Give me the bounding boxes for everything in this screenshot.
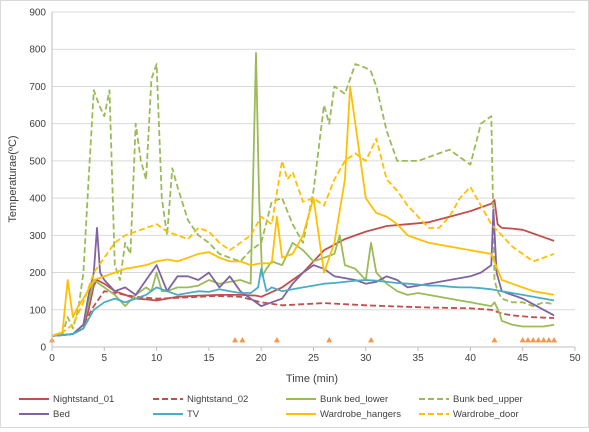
legend-item-nightstand-02: Nightstand_02	[153, 394, 248, 405]
legend-item-wardrobe-door: Wardrobe_door	[419, 409, 519, 420]
legend-item-bunk-bed-lower: Bunk bed_lower	[286, 394, 388, 405]
x-tick-label-10: 10	[151, 353, 163, 364]
y-axis-title: Temperaturae(ºC)	[7, 135, 19, 222]
marker-point-12	[545, 337, 552, 343]
legend-item-nightstand-01: Nightstand_01	[19, 394, 114, 405]
x-tick-label-30: 30	[360, 353, 372, 364]
x-axis-title: Time (min)	[286, 373, 338, 385]
x-tick-label-0: 0	[49, 353, 55, 364]
y-tick-label-400: 400	[29, 194, 46, 205]
x-tick-label-15: 15	[203, 353, 215, 364]
marker-point-5	[368, 337, 375, 343]
legend-label-bunk-bed-upper: Bunk bed_upper	[453, 394, 523, 405]
x-tick-label-25: 25	[308, 353, 320, 364]
y-tick-label-500: 500	[29, 156, 46, 167]
series-line-nightstand-02	[51, 290, 555, 337]
series-line-wardrobe-door	[51, 137, 555, 337]
marker-point-7	[519, 337, 526, 343]
x-tick-label-5: 5	[102, 353, 108, 364]
y-tick-label-900: 900	[29, 8, 46, 19]
x-tick-label-45: 45	[517, 353, 529, 364]
x-tick-label-35: 35	[413, 353, 425, 364]
legend-label-nightstand-01: Nightstand_01	[53, 394, 114, 405]
series-line-wardrobe-hangers	[51, 85, 555, 337]
legend-label-bunk-bed-lower: Bunk bed_lower	[320, 394, 388, 405]
y-tick-label-200: 200	[29, 268, 46, 279]
y-tick-label-100: 100	[29, 305, 46, 316]
marker-point-13	[551, 337, 558, 343]
marker-point-10	[535, 337, 542, 343]
legend-label-nightstand-02: Nightstand_02	[187, 394, 248, 405]
x-tick-label-50: 50	[569, 353, 581, 364]
x-tick-label-40: 40	[465, 353, 477, 364]
marker-points	[49, 337, 558, 343]
marker-point-11	[540, 337, 547, 343]
y-tick-label-800: 800	[29, 45, 46, 56]
legend-item-bed: Bed	[19, 409, 70, 420]
marker-point-3	[273, 337, 280, 343]
legend-item-bunk-bed-upper: Bunk bed_upper	[419, 394, 523, 405]
series-line-bunk-bed-upper	[51, 63, 555, 337]
marker-point-1	[232, 337, 239, 343]
y-tick-label-0: 0	[40, 343, 46, 354]
legend-label-bed: Bed	[53, 409, 70, 420]
marker-point-9	[530, 337, 537, 343]
series-lines	[51, 52, 555, 337]
y-tick-label-700: 700	[29, 82, 46, 93]
series-line-tv	[51, 267, 555, 337]
x-tick-label-20: 20	[256, 353, 268, 364]
marker-point-8	[524, 337, 531, 343]
legend-label-wardrobe-door: Wardrobe_door	[453, 409, 519, 420]
legend-item-tv: TV	[153, 409, 200, 420]
legend-item-marcadores: Marcadores	[53, 0, 103, 4]
marker-point-4	[326, 337, 333, 343]
legend-item-wardrobe-hangers: Wardrobe_hangers	[286, 409, 401, 420]
legend: Nightstand_01 Nightstand_02 Bunk bed_lower…	[19, 0, 523, 420]
series-line-bed	[51, 208, 555, 337]
legend-label-tv: TV	[187, 409, 200, 420]
series-line-bunk-bed-lower	[51, 52, 555, 337]
marker-point-6	[491, 337, 498, 343]
marker-point-2	[239, 337, 246, 343]
axes: Time (min) Temperaturae(ºC) 010020030040…	[7, 8, 581, 386]
y-tick-label-300: 300	[29, 231, 46, 242]
legend-label-marcadores: Marcadores	[53, 1, 103, 4]
y-tick-label-600: 600	[29, 119, 46, 130]
series-line-nightstand-01	[51, 199, 555, 337]
gridlines	[52, 11, 575, 311]
legend-label-wardrobe-hangers: Wardrobe_hangers	[320, 409, 401, 420]
